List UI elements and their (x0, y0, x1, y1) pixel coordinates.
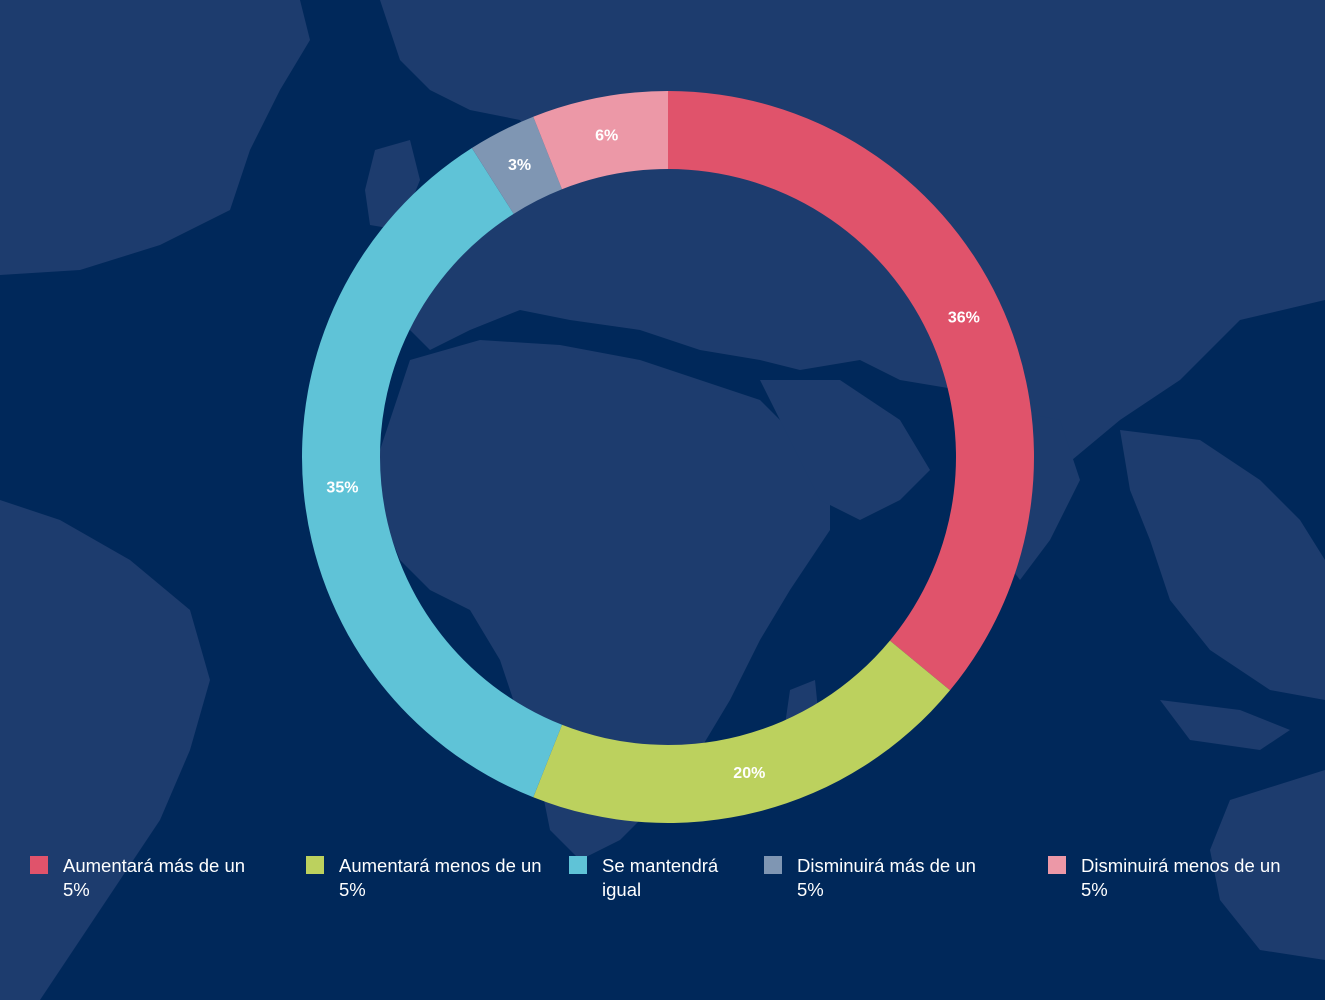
donut-value-labels: 36% 20% 35% 3% 6% (326, 127, 979, 782)
legend-label: Aumentará más de un 5% (63, 855, 246, 900)
value-label: 6% (595, 127, 618, 144)
legend-item-disminuira-menos: Disminuirá menos de un 5% (1048, 854, 1318, 902)
legend-item-aumentara-mas: Aumentará más de un 5% (30, 854, 285, 902)
legend-swatch (1048, 856, 1066, 874)
value-label: 3% (508, 157, 531, 174)
slice-disminuira-mas (471, 116, 562, 214)
slice-aumentara-menos (533, 640, 951, 824)
legend-item-disminuira-mas: Disminuirá más de un 5% (764, 854, 1024, 902)
legend-label: Disminuirá menos de un 5% (1081, 855, 1281, 900)
value-label: 36% (948, 309, 980, 326)
legend-swatch (306, 856, 324, 874)
slice-aumentara-mas (668, 91, 1034, 691)
value-label: 35% (326, 479, 358, 496)
legend-swatch (30, 856, 48, 874)
legend-item-aumentara-menos: Aumentará menos de un 5% (306, 854, 561, 902)
legend-swatch (569, 856, 587, 874)
legend-swatch (764, 856, 782, 874)
slice-se-mantendra (301, 147, 562, 798)
legend-label: Aumentará menos de un 5% (339, 855, 542, 900)
legend-item-se-mantendra: Se mantendrá igual (569, 854, 759, 902)
donut-slices (301, 91, 1034, 824)
slice-disminuira-menos (533, 91, 668, 190)
legend-label: Disminuirá más de un 5% (797, 855, 976, 900)
value-label: 20% (733, 765, 765, 782)
legend-label: Se mantendrá igual (602, 855, 719, 900)
